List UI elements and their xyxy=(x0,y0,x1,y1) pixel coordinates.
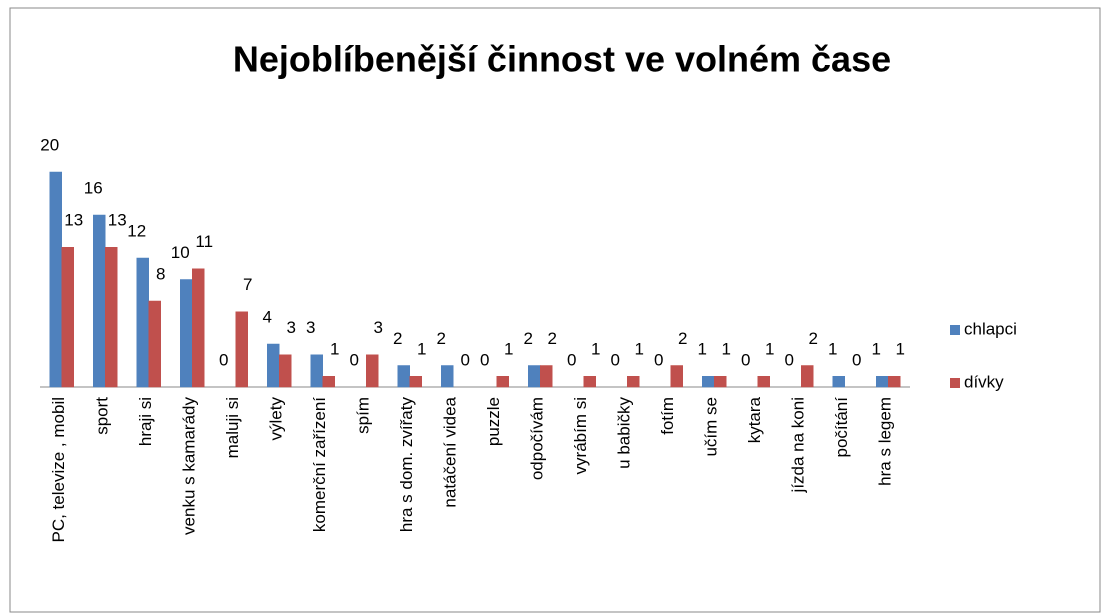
bar xyxy=(583,376,596,388)
data-label: 2 xyxy=(393,329,402,348)
x-tick-label: hra s dom. zvířaty xyxy=(397,397,416,533)
x-tick-label: kytara xyxy=(745,396,764,443)
bar xyxy=(714,376,727,388)
bar xyxy=(136,257,149,388)
data-label: 1 xyxy=(417,340,426,359)
bar xyxy=(876,376,889,388)
data-label: 10 xyxy=(171,243,190,262)
chart-border xyxy=(9,7,1101,613)
data-label: 2 xyxy=(678,329,687,348)
x-tick-label: učím se xyxy=(702,397,721,457)
bar xyxy=(235,311,248,388)
bar xyxy=(49,171,62,388)
data-label: 8 xyxy=(156,264,165,283)
bar xyxy=(496,376,509,388)
bar xyxy=(148,300,161,388)
x-tick-label: PC, televize , mobil xyxy=(49,397,68,543)
data-label: 2 xyxy=(548,329,557,348)
x-tick-label: odpočívám xyxy=(528,397,547,480)
bar xyxy=(528,365,541,388)
bar xyxy=(409,376,422,388)
data-label: 0 xyxy=(219,350,228,369)
data-label: 1 xyxy=(635,340,644,359)
data-label: 4 xyxy=(263,307,272,326)
data-label: 11 xyxy=(195,232,213,251)
data-label: 1 xyxy=(504,340,513,359)
bar xyxy=(627,376,640,388)
bar xyxy=(310,354,323,388)
bar xyxy=(397,365,410,388)
data-label: 16 xyxy=(84,178,103,197)
data-label: 0 xyxy=(741,350,750,369)
legend-label: dívky xyxy=(964,372,1004,391)
data-label: 3 xyxy=(306,318,315,337)
bar xyxy=(322,376,335,388)
data-label: 12 xyxy=(127,221,146,240)
data-label: 1 xyxy=(872,340,881,359)
legend-swatch xyxy=(950,378,960,388)
x-tick-label: maluji si xyxy=(223,397,242,458)
bar xyxy=(105,247,118,388)
x-tick-label: vyrábím si xyxy=(571,397,590,474)
data-label: 0 xyxy=(461,350,470,369)
x-tick-label: u babičky xyxy=(615,397,634,469)
data-label: 2 xyxy=(437,329,446,348)
data-label: 1 xyxy=(722,340,731,359)
bar xyxy=(441,365,454,388)
x-tick-label: komerční zařízení xyxy=(310,397,329,532)
data-label: 0 xyxy=(350,350,359,369)
x-tick-label: venku s kamarády xyxy=(180,397,199,535)
bar xyxy=(888,376,901,388)
x-tick-label: hra s legem xyxy=(876,397,895,486)
bar xyxy=(670,365,683,388)
data-label: 0 xyxy=(785,350,794,369)
bar xyxy=(180,279,193,388)
bar xyxy=(61,247,74,388)
data-label: 2 xyxy=(809,329,818,348)
bar xyxy=(192,268,205,388)
bar xyxy=(540,365,553,388)
x-tick-label: sport xyxy=(93,397,112,435)
bar xyxy=(702,376,715,388)
x-tick-label: natáčení videa xyxy=(441,396,460,507)
data-label: 1 xyxy=(330,340,339,359)
bar xyxy=(93,214,106,388)
x-tick-label: počítání xyxy=(832,397,851,458)
bar xyxy=(279,354,292,388)
x-tick-label: puzzle xyxy=(484,397,503,446)
x-tick-label: hraji si xyxy=(136,397,155,446)
data-label: 3 xyxy=(374,318,383,337)
data-label: 0 xyxy=(654,350,663,369)
data-label: 0 xyxy=(852,350,861,369)
bar xyxy=(801,365,814,388)
x-tick-label: spím xyxy=(354,397,373,434)
bar xyxy=(366,354,379,388)
data-label: 13 xyxy=(64,211,83,230)
legend-swatch xyxy=(950,325,960,335)
data-label: 1 xyxy=(896,340,905,359)
data-label: 13 xyxy=(108,211,127,230)
data-label: 0 xyxy=(567,350,576,369)
legend-label: chlapci xyxy=(964,319,1017,338)
data-label: 20 xyxy=(40,135,59,154)
chart-title: Nejoblíbenější činnost ve volném čase xyxy=(233,39,891,80)
bar xyxy=(757,376,770,388)
data-label: 1 xyxy=(765,340,774,359)
data-label: 1 xyxy=(698,340,707,359)
data-label: 1 xyxy=(828,340,837,359)
data-label: 2 xyxy=(524,329,533,348)
bar xyxy=(832,376,845,388)
data-label: 0 xyxy=(611,350,620,369)
data-label: 0 xyxy=(480,350,489,369)
data-label: 3 xyxy=(287,318,296,337)
x-tick-label: jízda na koni xyxy=(789,397,808,493)
x-tick-label: fotím xyxy=(658,397,677,435)
bar xyxy=(267,343,280,388)
data-label: 1 xyxy=(591,340,600,359)
data-label: 7 xyxy=(243,275,252,294)
x-tick-label: výlety xyxy=(267,397,286,441)
